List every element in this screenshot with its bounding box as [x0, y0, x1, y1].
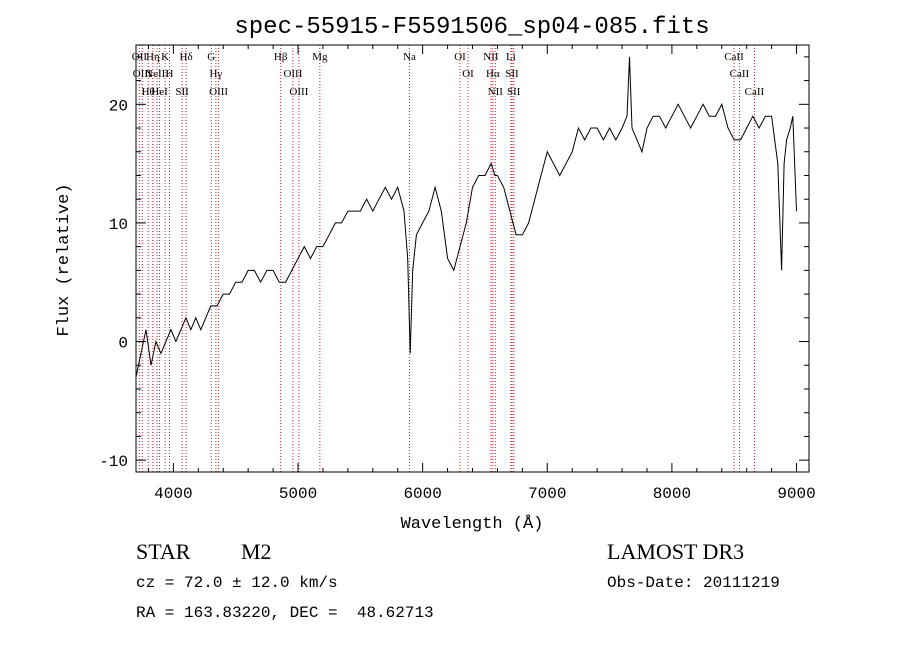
- x-tick-label: 4000: [154, 485, 192, 503]
- line-marker-label: SII: [505, 68, 519, 80]
- survey-name: LAMOST DR3: [607, 539, 745, 564]
- x-tick-label: 6000: [403, 485, 441, 503]
- line-marker-label: OIII: [283, 68, 302, 80]
- x-axis-label: Wavelength (Å): [401, 515, 544, 534]
- y-axis-label: Flux (relative): [55, 183, 74, 336]
- x-tick-label: 5000: [279, 485, 317, 503]
- line-marker-label: Mg: [312, 51, 328, 63]
- line-marker-label: OIII: [209, 86, 228, 98]
- object-class: STAR: [136, 539, 191, 564]
- x-axis-ticks: 4000 5000 6000 7000 8000 9000: [147, 45, 816, 503]
- observation-date: Obs-Date: 20111219: [607, 574, 780, 592]
- line-marker-label: SII: [507, 86, 521, 98]
- y-tick-label: -10: [99, 453, 128, 471]
- line-marker-label: OIII: [133, 68, 152, 80]
- line-markers: [138, 45, 755, 472]
- chart-title: spec-55915-F5591506_sp04-085.fits: [234, 14, 709, 41]
- line-marker-label: Hβ: [274, 51, 288, 63]
- ra-dec-coordinates: RA = 163.83220, DEC = 48.62713: [136, 604, 434, 622]
- line-marker-label: G: [207, 51, 215, 63]
- x-tick-label: 7000: [528, 485, 566, 503]
- line-marker-label: H: [166, 68, 174, 80]
- redshift-velocity: cz = 72.0 ± 12.0 km/s: [136, 574, 338, 592]
- spectrum-line: [135, 56, 797, 378]
- y-tick-label: 10: [109, 216, 128, 234]
- line-marker-label: OIII: [289, 86, 308, 98]
- y-tick-label: 20: [109, 97, 128, 115]
- line-marker-label: NII: [483, 51, 499, 63]
- line-marker-label: Na: [403, 51, 416, 63]
- y-tick-label: 0: [118, 335, 128, 353]
- line-marker-label: Hα: [486, 68, 500, 80]
- plot-frame: [135, 44, 810, 473]
- line-marker-label: SII: [175, 86, 189, 98]
- object-subclass: M2: [241, 539, 272, 564]
- spectrum-series: [135, 56, 797, 378]
- line-marker-label: Hδ: [180, 51, 193, 63]
- line-marker-label: CaII: [745, 86, 765, 98]
- line-marker-label: Hγ: [209, 68, 222, 80]
- line-marker-label: HeI: [151, 86, 168, 98]
- y-axis-ticks: -10 0 10 20: [99, 56, 809, 471]
- line-marker-label: K: [161, 51, 169, 63]
- x-tick-label: 9000: [777, 485, 815, 503]
- line-marker-label: OI: [454, 51, 466, 63]
- x-tick-label: 8000: [653, 485, 691, 503]
- line-marker-label: Hη: [146, 51, 160, 63]
- line-marker-label: NII: [488, 86, 504, 98]
- line-marker-label: Li: [506, 51, 516, 63]
- line-marker-label: OI: [462, 68, 474, 80]
- line-marker-label: Hθ: [142, 86, 155, 98]
- line-marker-label: CaII: [724, 51, 744, 63]
- line-marker-label: CaII: [730, 68, 750, 80]
- line-marker-label: NeIII: [145, 68, 169, 80]
